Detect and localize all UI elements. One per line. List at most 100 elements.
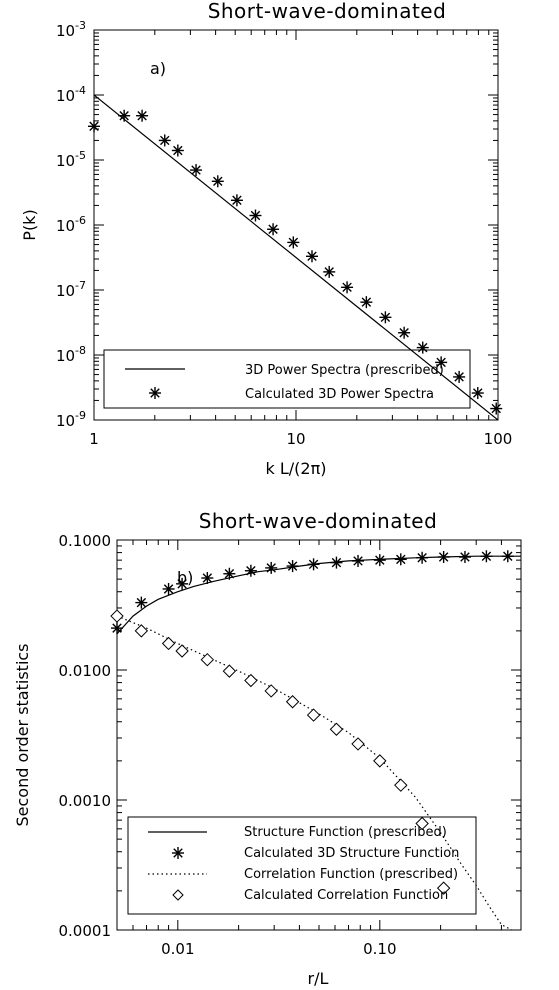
legend-a-label-1: Calculated 3D Power Spectra [245,387,434,402]
y-tick-label: 10-5 [56,149,86,170]
data-point-asterisk [398,326,411,339]
data-point-asterisk [341,281,354,294]
chart-b-ticks: 0.01 0.10 0.0001 0.0010 0.0100 0.1000 [59,532,522,958]
data-point-diamond [264,684,278,698]
chart-b: Short-wave-dominated b) r/L Second order… [13,509,522,988]
chart-a-xlabel: k L/(2π) [266,459,327,478]
legend-b-diamond [172,889,184,901]
data-point-asterisk [111,622,123,635]
data-point-asterisk [190,164,203,177]
x-tick-label: 1 [89,430,99,448]
data-point-asterisk [265,561,278,574]
data-point-asterisk [330,556,343,569]
data-point-asterisk [88,120,100,133]
chart-b-legend-box [127,816,477,915]
data-point-asterisk [287,236,300,249]
legend-b-asterisk [172,847,184,859]
legend-b-label-3: Calculated Correlation Function [244,888,448,903]
y-tick-label: 0.0100 [59,662,112,680]
y-tick-label: 0.1000 [59,532,112,550]
chart-a-frame [93,29,499,421]
x-tick-label: 0.10 [363,940,396,958]
series-line-dotted [117,615,513,930]
data-point-asterisk [471,387,484,400]
series-line-solid [94,94,498,420]
legend-b-label-0: Structure Function (prescribed) [244,825,447,840]
y-tick-label: 0.0010 [59,792,112,810]
legend-marker-diamond [172,889,184,901]
data-point-diamond [394,778,408,792]
chart-a-panel-label: a) [150,59,166,78]
data-point-asterisk [360,296,373,309]
data-point-asterisk [416,551,429,564]
y-tick-label: 10-3 [56,19,86,40]
chart-a-legend-box [103,349,471,409]
chart-a-ticks: 1 10 100 10-9 10-8 10-7 10-6 10-5 10-4 10-3 [56,19,512,448]
data-point-asterisk [135,596,148,609]
data-point-asterisk [501,550,514,563]
data-point-asterisk [307,558,320,571]
data-point-asterisk [158,134,171,147]
data-point-asterisk [211,175,224,188]
x-tick-label: 10 [286,430,305,448]
data-point-diamond [329,722,344,736]
chart-a-ylabel: P(k) [20,209,39,240]
chart-a-series [88,94,503,420]
data-point-diamond [306,708,321,722]
y-tick-label: 10-8 [56,344,86,365]
data-point-asterisk [490,402,503,415]
data-point-diamond [161,636,176,651]
legend-marker-asterisk [172,847,184,859]
data-point-asterisk [136,109,149,122]
data-point-asterisk [435,356,448,369]
data-point-asterisk [453,370,466,383]
x-tick-label: 100 [484,430,513,448]
legend-b-label-1: Calculated 3D Structure Function [244,846,459,861]
x-tick-label: 0.01 [161,940,194,958]
y-tick-label: 10-9 [56,409,86,430]
legend-a-asterisk [149,387,161,399]
data-point-diamond [351,737,365,751]
data-point-diamond [436,881,451,895]
data-point-asterisk [249,209,262,222]
data-point-diamond [244,673,258,688]
data-point-asterisk [118,109,131,122]
legend-marker-asterisk [149,387,161,399]
legend-b-label-2: Correlation Function (prescribed) [244,867,458,882]
data-point-asterisk [373,554,386,567]
data-point-asterisk [176,577,189,590]
chart-b-xlabel: r/L [308,969,329,988]
data-point-asterisk [416,341,429,354]
data-point-asterisk [230,194,243,207]
y-tick-label: 0.0001 [59,922,112,940]
data-point-diamond [110,609,124,623]
chart-b-series [110,550,521,930]
data-point-asterisk [171,144,184,157]
data-point-asterisk [480,550,493,563]
data-point-asterisk [305,250,318,263]
data-point-diamond [200,652,215,667]
data-point-asterisk [379,311,392,324]
data-point-asterisk [394,553,407,566]
chart-b-ylabel: Second order statistics [13,643,32,826]
legend-a-label-0: 3D Power Spectra (prescribed) [245,363,444,378]
data-point-asterisk [323,265,336,278]
y-tick-label: 10-7 [56,279,86,300]
data-point-diamond [175,644,189,658]
data-point-diamond [415,816,429,831]
data-point-asterisk [244,564,257,577]
data-point-diamond [222,664,237,678]
chart-a-legend: 3D Power Spectra (prescribed) Calculated… [103,349,471,409]
y-tick-label: 10-4 [56,84,86,105]
data-point-asterisk [201,572,214,585]
chart-a-title: Short-wave-dominated [208,0,447,23]
data-point-asterisk [286,560,299,573]
data-point-asterisk [162,582,175,595]
data-point-asterisk [352,554,365,567]
chart-b-title: Short-wave-dominated [199,509,438,533]
data-point-asterisk [458,550,471,563]
data-point-asterisk [267,223,280,236]
data-point-diamond [373,754,387,768]
